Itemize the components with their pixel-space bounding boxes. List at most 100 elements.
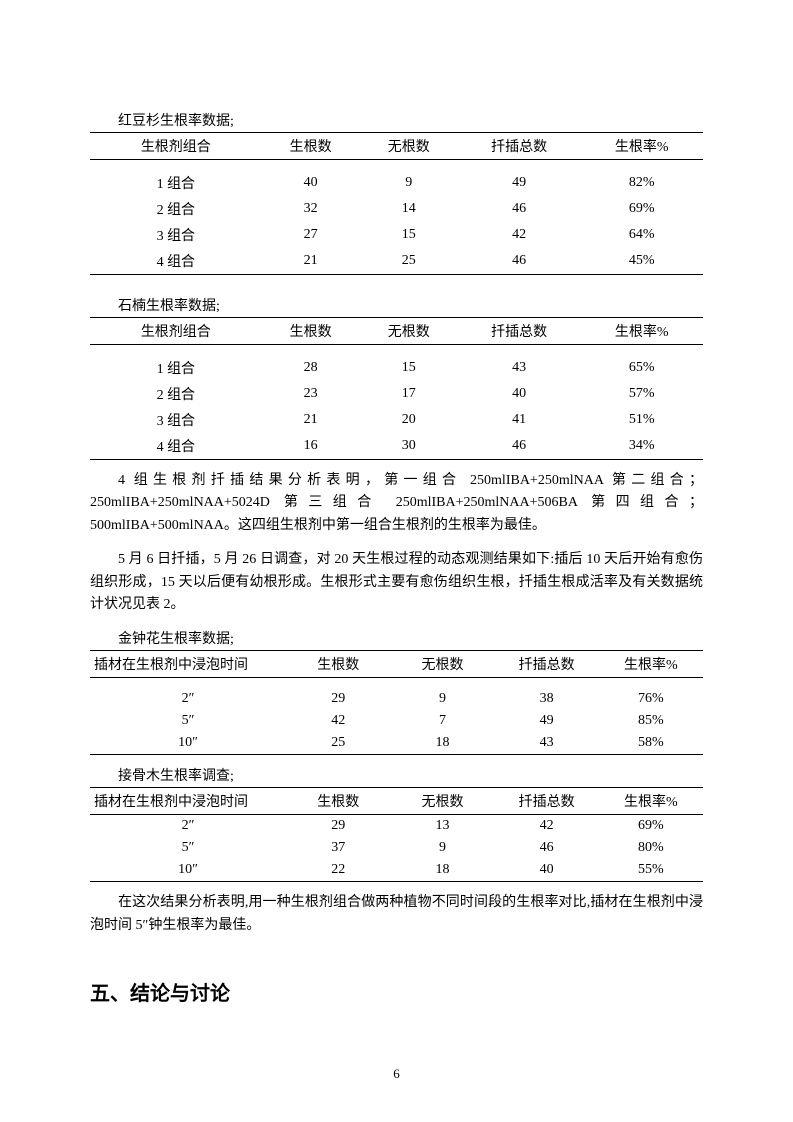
- cell: 40: [262, 170, 360, 196]
- col-header: 无根数: [390, 788, 494, 815]
- page-number: 6: [0, 1066, 793, 1082]
- cell: 9: [390, 837, 494, 859]
- col-header: 生根率%: [599, 788, 703, 815]
- cell: 41: [458, 407, 581, 433]
- col-header: 无根数: [360, 318, 458, 345]
- cell: 1 组合: [90, 355, 262, 381]
- cell: 25: [286, 732, 390, 755]
- cell: 14: [360, 196, 458, 222]
- table-row: 2″ 29 13 42 69%: [90, 815, 703, 838]
- table-row: 1 组合 28 15 43 65%: [90, 355, 703, 381]
- cell: 4 组合: [90, 248, 262, 275]
- col-header: 生根率%: [599, 651, 703, 678]
- cell: 10″: [90, 732, 286, 755]
- cell: 46: [458, 248, 581, 275]
- paragraph-2: 5 月 6 日扦插，5 月 26 日调查，对 20 天生根过程的动态观测结果如下…: [90, 549, 703, 616]
- cell: 10″: [90, 859, 286, 882]
- paragraph-1: 4 组生根剂扦插结果分析表明，第一组合 250mlIBA+250mlNAA 第二…: [90, 470, 703, 537]
- cell: 2 组合: [90, 196, 262, 222]
- cell: 45%: [580, 248, 703, 275]
- col-header: 无根数: [360, 133, 458, 160]
- cell: 30: [360, 433, 458, 460]
- table-row: 5″ 42 7 49 85%: [90, 710, 703, 732]
- cell: 40: [458, 381, 581, 407]
- col-header: 插材在生根剂中浸泡时间: [90, 788, 286, 815]
- cell: 16: [262, 433, 360, 460]
- cell: 34%: [580, 433, 703, 460]
- col-header: 扦插总数: [458, 318, 581, 345]
- table-4: 插材在生根剂中浸泡时间 生根数 无根数 扦插总数 生根率% 2″ 29 13 4…: [90, 787, 703, 882]
- cell: 18: [390, 859, 494, 882]
- col-header: 生根剂组合: [90, 133, 262, 160]
- table-header-row: 生根剂组合 生根数 无根数 扦插总数 生根率%: [90, 133, 703, 160]
- cell: 25: [360, 248, 458, 275]
- cell: 46: [458, 196, 581, 222]
- cell: 29: [286, 815, 390, 838]
- cell: 18: [390, 732, 494, 755]
- cell: 49: [495, 710, 599, 732]
- cell: 42: [458, 222, 581, 248]
- cell: 69%: [599, 815, 703, 838]
- cell: 80%: [599, 837, 703, 859]
- cell: 51%: [580, 407, 703, 433]
- table-1-block: 红豆杉生根率数据; 生根剂组合 生根数 无根数 扦插总数 生根率% 1 组合 4…: [90, 110, 703, 275]
- cell: 3 组合: [90, 407, 262, 433]
- col-header: 扦插总数: [458, 133, 581, 160]
- table-3-block: 金钟花生根率数据; 插材在生根剂中浸泡时间 生根数 无根数 扦插总数 生根率% …: [90, 628, 703, 755]
- cell: 76%: [599, 688, 703, 710]
- cell: 38: [495, 688, 599, 710]
- paragraph-3: 在这次结果分析表明,用一种生根剂组合做两种植物不同时间段的生根率对比,插材在生根…: [90, 892, 703, 937]
- cell: 17: [360, 381, 458, 407]
- table-header-row: 生根剂组合 生根数 无根数 扦插总数 生根率%: [90, 318, 703, 345]
- table-3: 插材在生根剂中浸泡时间 生根数 无根数 扦插总数 生根率% 2″ 29 9 38…: [90, 650, 703, 755]
- cell: 28: [262, 355, 360, 381]
- cell: 4 组合: [90, 433, 262, 460]
- cell: 82%: [580, 170, 703, 196]
- col-header: 生根率%: [580, 318, 703, 345]
- col-header: 无根数: [390, 651, 494, 678]
- cell: 57%: [580, 381, 703, 407]
- table-2-block: 石楠生根率数据; 生根剂组合 生根数 无根数 扦插总数 生根率% 1 组合 28: [90, 295, 703, 460]
- cell: 15: [360, 355, 458, 381]
- table-1-title: 红豆杉生根率数据;: [90, 110, 703, 130]
- table-row: 4 组合 21 25 46 45%: [90, 248, 703, 275]
- cell: 49: [458, 170, 581, 196]
- table-3-title: 金钟花生根率数据;: [90, 628, 703, 648]
- cell: 42: [286, 710, 390, 732]
- cell: 22: [286, 859, 390, 882]
- cell: 21: [262, 407, 360, 433]
- cell: 32: [262, 196, 360, 222]
- col-header: 插材在生根剂中浸泡时间: [90, 651, 286, 678]
- table-row: 10″ 22 18 40 55%: [90, 859, 703, 882]
- table-header-row: 插材在生根剂中浸泡时间 生根数 无根数 扦插总数 生根率%: [90, 651, 703, 678]
- cell: 23: [262, 381, 360, 407]
- cell: 69%: [580, 196, 703, 222]
- cell: 46: [495, 837, 599, 859]
- cell: 55%: [599, 859, 703, 882]
- col-header: 生根数: [286, 651, 390, 678]
- cell: 85%: [599, 710, 703, 732]
- cell: 9: [390, 688, 494, 710]
- cell: 29: [286, 688, 390, 710]
- cell: 37: [286, 837, 390, 859]
- table-row: 2″ 29 9 38 76%: [90, 688, 703, 710]
- cell: 43: [495, 732, 599, 755]
- cell: 5″: [90, 710, 286, 732]
- table-4-title: 接骨木生根率调查;: [90, 765, 703, 785]
- cell: 13: [390, 815, 494, 838]
- cell: 1 组合: [90, 170, 262, 196]
- cell: 27: [262, 222, 360, 248]
- cell: 15: [360, 222, 458, 248]
- cell: 3 组合: [90, 222, 262, 248]
- table-4-block: 接骨木生根率调查; 插材在生根剂中浸泡时间 生根数 无根数 扦插总数 生根率% …: [90, 765, 703, 882]
- cell: 2″: [90, 688, 286, 710]
- cell: 7: [390, 710, 494, 732]
- col-header: 生根率%: [580, 133, 703, 160]
- cell: 42: [495, 815, 599, 838]
- section-heading: 五、结论与讨论: [90, 977, 703, 1006]
- table-row: 10″ 25 18 43 58%: [90, 732, 703, 755]
- cell: 43: [458, 355, 581, 381]
- page-container: 红豆杉生根率数据; 生根剂组合 生根数 无根数 扦插总数 生根率% 1 组合 4…: [0, 0, 793, 1122]
- table-row: 2 组合 23 17 40 57%: [90, 381, 703, 407]
- cell: 9: [360, 170, 458, 196]
